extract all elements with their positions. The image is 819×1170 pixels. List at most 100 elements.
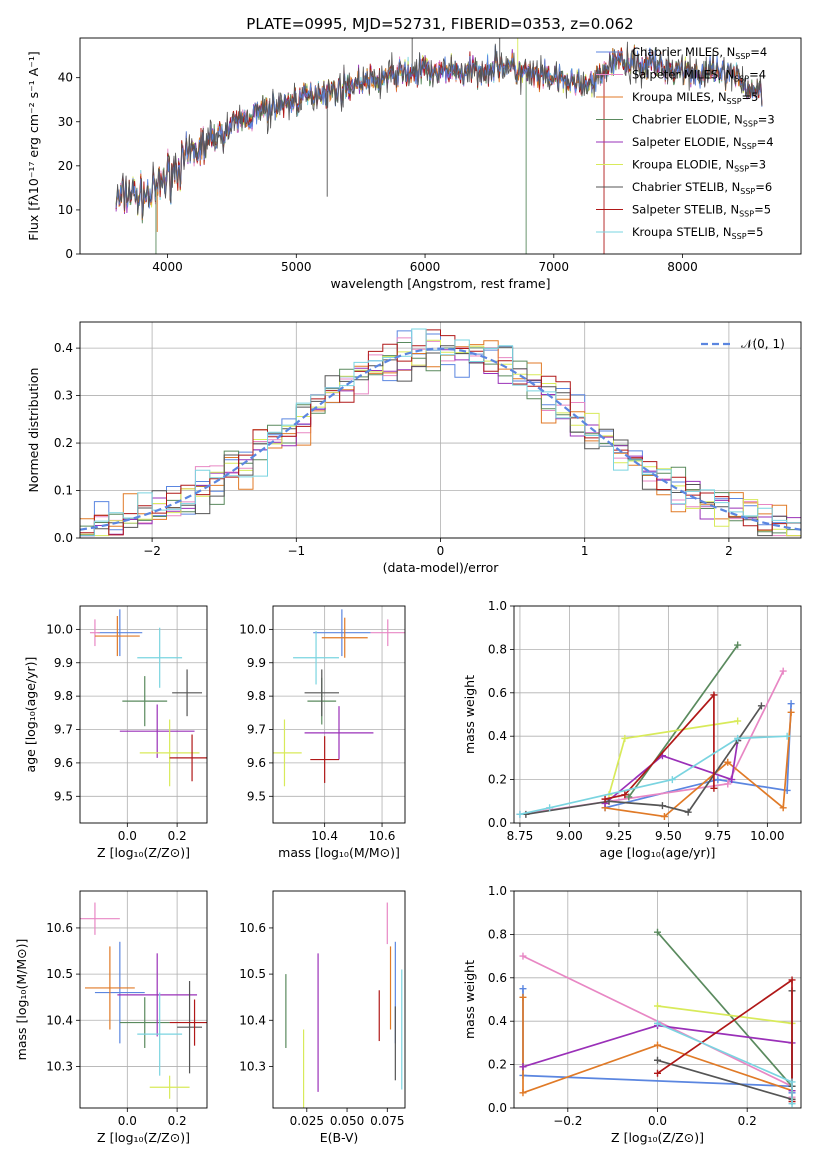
series-marker — [519, 1063, 527, 1071]
y-axis-label: mass [log₁₀(M/M⊙)] — [14, 939, 29, 1061]
series-marker — [546, 804, 554, 812]
x-axis-label: mass [log₁₀(M/M⊙)] — [278, 845, 400, 860]
y-tick-label: 0.6 — [488, 971, 507, 985]
series-marker — [621, 791, 629, 799]
series-marker — [788, 976, 796, 984]
y-tick-label: 40 — [58, 71, 73, 85]
y-tick-label: 10.3 — [46, 1059, 73, 1073]
plot-frame — [79, 321, 802, 539]
series-marker — [724, 758, 732, 766]
y-tick-label: 10.4 — [239, 1013, 266, 1027]
y-tick-label: 0.2 — [488, 773, 507, 787]
y-tick-label: 0.8 — [488, 927, 507, 941]
series-marker — [779, 804, 787, 812]
y-tick-label: 9.7 — [247, 723, 266, 737]
y-tick-label: 20 — [58, 159, 73, 173]
chart-spectrum: 4000 5000 6000 7000 8000 0 10 20 30 40 wavelength … — [26, 37, 802, 291]
series-marker — [788, 1078, 796, 1086]
x-axis-label: E(B-V) — [320, 1130, 359, 1145]
x-tick-label: 0.2 — [738, 1114, 757, 1128]
series-marker — [714, 776, 722, 784]
y-tick-label: 10.0 — [46, 622, 73, 636]
y-tick-label: 0.8 — [488, 642, 507, 656]
y-tick-label: 9.8 — [54, 689, 73, 703]
x-tick-label: 0.0 — [118, 1114, 137, 1128]
x-tick-label: 9.25 — [606, 829, 633, 843]
y-tick-label: 0.3 — [54, 389, 73, 403]
plot-frame — [513, 890, 802, 1109]
series-marker — [601, 795, 609, 803]
legend-entry: Chabrier ELODIE, NSSP=3 — [632, 113, 775, 129]
y-tick-label: 0.6 — [488, 686, 507, 700]
x-tick-label: 9.00 — [556, 829, 583, 843]
series-marker — [625, 793, 633, 801]
chart-mass_vs_ebv: 0.025 0.050 0.075 10.3 10.4 10.5 10.6 E(B-V) — [239, 890, 406, 1145]
x-tick-label: 9.75 — [705, 829, 732, 843]
y-tick-label: 0.4 — [488, 1014, 507, 1028]
y-tick-label: 0.4 — [54, 341, 73, 355]
x-axis-label: age [log₁₀(age/yr)] — [600, 845, 716, 860]
x-tick-label: −2 — [143, 544, 161, 558]
x-tick-label: 9.50 — [655, 829, 682, 843]
y-tick-label: 0.0 — [54, 531, 73, 545]
series-marker — [658, 802, 666, 810]
y-tick-label: 10.6 — [239, 921, 266, 935]
y-tick-label: 9.7 — [54, 723, 73, 737]
y-tick-label: 10.0 — [239, 622, 266, 636]
series-marker — [660, 812, 668, 820]
x-tick-label: 1 — [581, 544, 589, 558]
legend-entry: Chabrier MILES, NSSP=4 — [632, 45, 767, 61]
chart-massweight_vs_age: 8.75 9.00 9.25 9.50 9.75 10.00 0.0 0.2 0.4 0.6 0.8… — [462, 599, 802, 860]
spectrum-line-chabrier-stelib — [115, 41, 763, 219]
y-axis-label: Flux [fλ10⁻¹⁷ erg cm⁻² s⁻¹ A⁻¹] — [26, 51, 41, 240]
x-tick-label: 6000 — [410, 260, 441, 274]
series-marker — [654, 1056, 661, 1064]
series-marker — [779, 667, 787, 675]
series-marker — [710, 691, 718, 699]
series-marker — [783, 732, 791, 740]
x-tick-label: 0.2 — [168, 1114, 187, 1128]
series-marker — [710, 784, 718, 792]
y-tick-label: 9.6 — [54, 756, 73, 770]
series-marker — [757, 702, 765, 710]
legend-entry: Kroupa MILES, NSSP=5 — [632, 90, 758, 106]
y-tick-label: 9.5 — [247, 789, 266, 803]
y-tick-label: 9.5 — [54, 789, 73, 803]
series-marker — [788, 1100, 796, 1108]
chart-age_vs_mass: 10.4 10.6 9.5 9.6 9.7 9.8 9.9 10.0 mass [log₁₀(M… — [239, 605, 406, 860]
x-axis-label: Z [log₁₀(Z/Z⊙)] — [611, 1130, 704, 1145]
series-marker — [519, 952, 527, 960]
series-marker — [734, 734, 742, 742]
y-tick-label: 1.0 — [488, 599, 507, 613]
plot-frame — [79, 890, 208, 1109]
series-marker — [519, 993, 527, 1001]
x-tick-label: 0.025 — [290, 1114, 324, 1128]
y-tick-label: 9.9 — [247, 656, 266, 670]
x-tick-label: 10.6 — [369, 829, 396, 843]
histogram-kroupa-stelib — [80, 328, 801, 537]
y-tick-label: 0.0 — [488, 816, 507, 830]
x-tick-label: 10.00 — [750, 829, 784, 843]
series-marker — [654, 1002, 661, 1010]
series-line-kroupa-stelib — [519, 735, 788, 816]
y-tick-label: 10.5 — [239, 967, 266, 981]
y-axis-label: age [log₁₀(age/yr)] — [23, 657, 38, 773]
series-marker — [728, 776, 736, 784]
x-tick-label: 0.050 — [330, 1114, 364, 1128]
series-marker — [724, 780, 732, 788]
x-tick-label: 4000 — [152, 260, 183, 274]
series-line-chabrier-stelib — [525, 705, 763, 816]
chart-residuals: −2 −1 0 1 2 0.0 0.1 0.2 0.3 0.4 (data-model)/error… — [26, 321, 802, 575]
x-tick-label: 8.75 — [507, 829, 534, 843]
y-tick-label: 10.5 — [46, 967, 73, 981]
y-tick-label: 10.3 — [239, 1059, 266, 1073]
histogram-salpeter-stelib — [80, 329, 801, 536]
y-tick-label: 0.2 — [488, 1058, 507, 1072]
y-tick-label: 1.0 — [488, 884, 507, 898]
series-marker — [654, 928, 661, 936]
y-tick-label: 9.8 — [247, 689, 266, 703]
x-tick-label: 2 — [725, 544, 733, 558]
x-tick-label: 0.0 — [648, 1114, 667, 1128]
y-tick-label: 0 — [65, 247, 73, 261]
